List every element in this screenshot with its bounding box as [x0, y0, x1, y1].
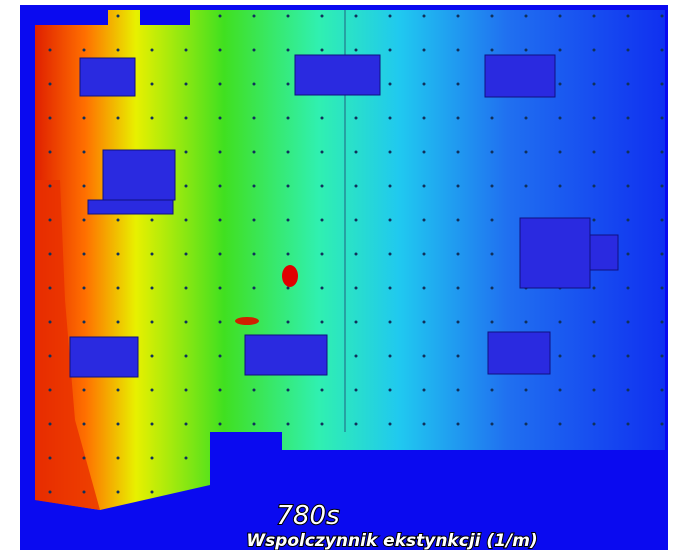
- caption: Wspolczynnik ekstynkcji (1/m): [246, 531, 537, 550]
- time-label: 780s: [276, 501, 339, 531]
- simulation-view: 780s Wspolczynnik ekstynkcji (1/m): [0, 0, 674, 550]
- obstacle: [520, 218, 590, 288]
- obstacle: [80, 58, 135, 96]
- obstacle: [103, 150, 175, 200]
- obstacle: [485, 55, 555, 97]
- obstacle: [245, 335, 327, 375]
- hot-spot: [282, 265, 298, 287]
- obstacle: [88, 200, 173, 214]
- obstacle: [70, 337, 138, 377]
- obstacle: [295, 55, 380, 95]
- obstacle: [488, 332, 550, 374]
- hot-spot: [235, 317, 259, 325]
- page: 780s Wspolczynnik ekstynkcji (1/m) (() =…: [0, 0, 674, 550]
- obstacle: [590, 235, 618, 270]
